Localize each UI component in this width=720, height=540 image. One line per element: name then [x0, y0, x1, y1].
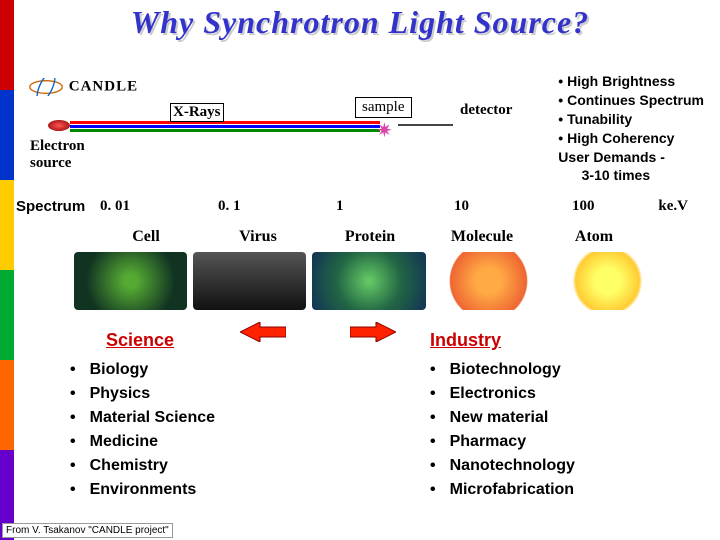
page-title: Why Synchrotron Light Source? [131, 4, 589, 40]
list-item: Environments [70, 478, 215, 502]
arrow-left-icon [240, 322, 286, 342]
cell-image [74, 252, 187, 310]
detector-label: detector [460, 102, 512, 119]
scale-name: Cell [90, 228, 202, 246]
beam-line-2 [70, 125, 380, 128]
science-header: Science [106, 330, 174, 351]
title-wrap: Why Synchrotron Light Source? [0, 4, 720, 41]
list-item: New material [430, 406, 575, 430]
list-item: Nanotechnology [430, 454, 575, 478]
list-item: Microfabrication [430, 478, 575, 502]
detector-line [398, 124, 453, 126]
scale-val: 1 [336, 198, 454, 215]
logo-text: CANDLE [69, 78, 138, 94]
list-item: Medicine [70, 430, 215, 454]
sample-icon: ✷ [376, 118, 393, 143]
protein-image [312, 252, 425, 310]
list-item: Chemistry [70, 454, 215, 478]
credit: From V. Tsakanov "CANDLE project" [2, 523, 173, 538]
logo: CANDLE [28, 78, 138, 96]
scale-val: 0. 1 [218, 198, 336, 215]
scale-row: 0. 01 0. 1 1 10 100 [100, 198, 690, 215]
feature-item: 3-10 times [558, 166, 704, 185]
feature-item: • Continues Spectrum [558, 91, 704, 110]
features-list: • High Brightness • Continues Spectrum •… [558, 72, 704, 185]
scale-name: Protein [314, 228, 426, 246]
spectrum-label: Spectrum [16, 198, 85, 215]
list-item: Pharmacy [430, 430, 575, 454]
scale-val: 0. 01 [100, 198, 218, 215]
side-stripe [0, 0, 14, 540]
virus-image [193, 252, 306, 310]
beam-line-1 [70, 121, 380, 124]
stripe-seg [0, 270, 14, 360]
arrow-right-icon [350, 322, 396, 342]
stripe-seg [0, 90, 14, 180]
scale-name: Molecule [426, 228, 538, 246]
list-item: Physics [70, 382, 215, 406]
list-item: Biology [70, 358, 215, 382]
scale-name: Virus [202, 228, 314, 246]
electron-source-icon [48, 120, 70, 131]
scale-names: Cell Virus Protein Molecule Atom [90, 228, 650, 246]
atom-image [551, 252, 664, 310]
xrays-label: X-Rays [170, 103, 224, 122]
stripe-seg [0, 360, 14, 450]
scale-name: Atom [538, 228, 650, 246]
feature-item: User Demands - [558, 148, 704, 167]
science-list: Biology Physics Material Science Medicin… [70, 358, 215, 502]
stripe-seg [0, 180, 14, 270]
unit-label: ke.V [658, 198, 688, 215]
list-item: Material Science [70, 406, 215, 430]
list-item: Biotechnology [430, 358, 575, 382]
feature-item: • Tunability [558, 110, 704, 129]
electron-source-label: Electron source [30, 138, 85, 171]
molecule-image [432, 252, 545, 310]
sample-label: sample [355, 97, 412, 118]
industry-header: Industry [430, 330, 501, 351]
scale-images [74, 252, 664, 310]
beam-line-3 [70, 129, 380, 132]
scale-val: 10 [454, 198, 572, 215]
industry-list: Biotechnology Electronics New material P… [430, 358, 575, 502]
feature-item: • High Coherency [558, 129, 704, 148]
list-item: Electronics [430, 382, 575, 406]
feature-item: • High Brightness [558, 72, 704, 91]
